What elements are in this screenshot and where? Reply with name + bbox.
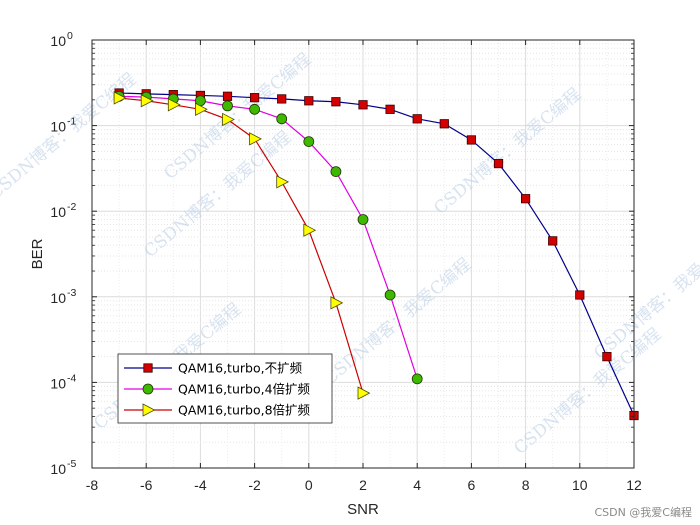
x-tick-label: -4: [194, 477, 207, 493]
y-axis-title: BER: [29, 238, 46, 269]
x-tick-label: 4: [413, 477, 421, 493]
data-point: [276, 113, 288, 125]
data-point: [384, 289, 396, 301]
y-tick-exponent: -2: [67, 201, 76, 213]
y-tick-exponent: -3: [67, 287, 76, 299]
legend-label: QAM16,turbo,8倍扩频: [178, 403, 311, 418]
data-point: [439, 119, 449, 129]
data-point: [303, 136, 315, 148]
data-point: [277, 94, 287, 104]
x-tick-labels: -8 -6 -4 -2 0 2 4 6 8 10 12: [86, 477, 642, 493]
legend-label: QAM16,turbo,不扩频: [178, 361, 303, 376]
y-tick-label: 10: [50, 375, 66, 391]
legend-entry: QAM16,turbo,不扩频: [124, 361, 303, 376]
data-point: [575, 290, 585, 300]
x-tick-label: 0: [305, 477, 313, 493]
data-point: [222, 112, 235, 127]
x-tick-label: -6: [140, 477, 153, 493]
legend-marker: [142, 383, 154, 395]
ticks: [91, 39, 635, 469]
data-point: [222, 91, 233, 101]
data-point: [276, 175, 290, 189]
data-point: [602, 352, 612, 362]
x-tick-label: -2: [248, 477, 261, 493]
y-tick-label: 10: [50, 290, 66, 306]
x-tick-label: 6: [468, 477, 476, 493]
footer-credit: CSDN @我爱C编程: [594, 505, 692, 519]
data-point: [357, 214, 369, 225]
series-layer: [113, 88, 639, 421]
series-3: [113, 91, 371, 400]
y-tick-exponent: -4: [67, 372, 76, 384]
y-tick-label: 10: [50, 33, 66, 49]
y-tick-exponent: 0: [67, 30, 73, 42]
y-tick-label: 10: [50, 119, 66, 135]
data-point: [521, 194, 531, 204]
y-tick-exponent: -5: [67, 458, 76, 470]
data-point: [194, 102, 208, 116]
data-point: [303, 223, 317, 237]
legend-entry: QAM16,turbo,8倍扩频: [124, 403, 311, 418]
legend-marker: [142, 403, 156, 417]
x-tick-label: 12: [626, 477, 642, 493]
y-tick-label: 10: [50, 461, 66, 477]
legend-entry: QAM16,turbo,4倍扩频: [124, 382, 311, 397]
legend: QAM16,turbo,不扩频 QAM16,turbo,4倍扩频 QAM16,tur…: [117, 353, 333, 424]
data-point: [358, 100, 368, 110]
data-point: [249, 132, 262, 146]
legend-label: QAM16,turbo,4倍扩频: [178, 382, 311, 397]
x-axis-title: SNR: [347, 501, 379, 518]
series-line: [119, 97, 364, 394]
legend-marker: [143, 363, 153, 373]
data-point: [330, 166, 342, 178]
series-2: [113, 90, 423, 385]
data-point: [412, 114, 422, 124]
x-tick-label: -8: [86, 477, 99, 493]
x-tick-label: 10: [572, 477, 588, 493]
x-tick-label: 8: [522, 477, 530, 493]
data-point: [548, 236, 558, 246]
data-point: [222, 100, 233, 112]
data-point: [304, 96, 314, 106]
data-point: [385, 104, 395, 114]
data-point: [249, 93, 260, 103]
data-point: [357, 386, 371, 400]
y-tick-label: 10: [50, 204, 66, 220]
x-tick-label: 2: [359, 477, 367, 493]
data-point: [411, 373, 423, 385]
y-tick-exponent: -1: [67, 116, 76, 128]
data-point: [249, 103, 261, 115]
data-point: [113, 91, 127, 105]
data-point: [330, 296, 344, 310]
data-point: [466, 135, 477, 145]
data-point: [331, 97, 341, 107]
data-point: [167, 98, 181, 112]
data-point: [140, 94, 154, 108]
data-point: [493, 158, 504, 169]
